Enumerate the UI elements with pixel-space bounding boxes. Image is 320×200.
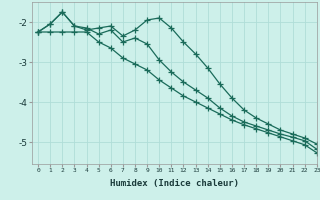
- X-axis label: Humidex (Indice chaleur): Humidex (Indice chaleur): [110, 179, 239, 188]
